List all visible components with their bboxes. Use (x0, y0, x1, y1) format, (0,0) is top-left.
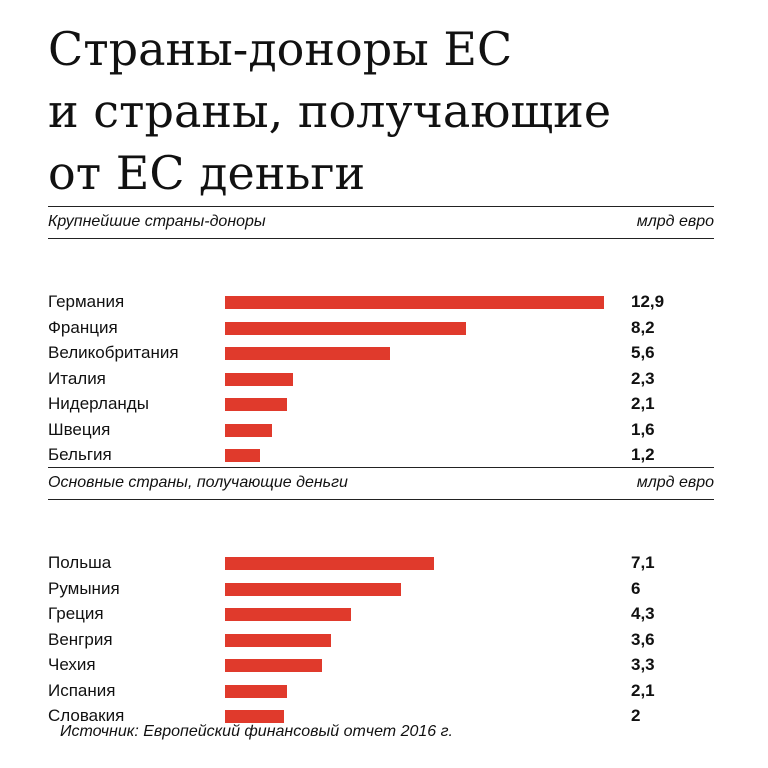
bar (225, 659, 322, 672)
bar (225, 321, 466, 335)
bar (225, 449, 260, 462)
bar (225, 684, 287, 698)
bar-row: Нидерланды 2,1 (48, 392, 714, 417)
category-label: Италия (48, 368, 106, 388)
recipients-header: Основные страны, получающие деньги млрд … (48, 467, 714, 500)
bar (225, 347, 390, 360)
recipients-section: Основные страны, получающие деньги млрд … (48, 467, 714, 725)
bar (225, 296, 604, 309)
bar (225, 633, 331, 647)
value-label: 3,6 (631, 629, 655, 649)
donors-header-label: Крупнейшие страны-доноры (48, 213, 266, 230)
category-label: Нидерланды (48, 394, 149, 413)
bar (225, 372, 293, 386)
bar-row: Италия 2,3 (48, 367, 714, 392)
value-label: 3,3 (631, 655, 655, 674)
bar (225, 398, 287, 411)
donors-unit-label: млрд евро (636, 213, 714, 230)
value-label: 8,2 (631, 317, 655, 337)
value-label: 2,1 (631, 680, 655, 700)
value-label: 2 (631, 706, 641, 725)
category-label: Франция (48, 317, 118, 337)
category-label: Румыния (48, 578, 120, 598)
value-label: 12,9 (631, 292, 665, 311)
donors-header: Крупнейшие страны-доноры млрд евро (48, 206, 714, 239)
category-label: Греция (48, 604, 104, 623)
category-label: Великобритания (48, 343, 179, 362)
bar (225, 608, 351, 621)
bar (225, 710, 284, 723)
value-label: 1,6 (631, 419, 655, 439)
value-label: 2,1 (631, 394, 655, 413)
bar-row: Швеция 1,6 (48, 418, 714, 443)
bar-row: Греция 4,3 (48, 602, 714, 627)
bar-row: Германия 12,9 (48, 290, 714, 315)
bar-row: Испания 2,1 (48, 679, 714, 704)
bar-row: Венгрия 3,6 (48, 628, 714, 653)
bar-row: Польша 7,1 (48, 551, 714, 576)
value-label: 7,1 (631, 553, 655, 572)
category-label: Швеция (48, 419, 111, 439)
source-note: Источник: Европейский финансовый отчет 2… (60, 723, 453, 740)
title-line-1: Страны-доноры ЕС (48, 22, 513, 76)
donors-section: Крупнейшие страны-доноры млрд евро Герма… (48, 206, 714, 464)
recipients-unit-label: млрд евро (636, 474, 714, 491)
bar (225, 582, 401, 596)
bar-row: Бельгия 1,2 (48, 443, 714, 468)
category-label: Венгрия (48, 629, 113, 649)
value-label: 5,6 (631, 343, 655, 362)
value-label: 2,3 (631, 368, 655, 388)
category-label: Бельгия (48, 445, 112, 464)
bar-row: Румыния 6 (48, 577, 714, 602)
category-label: Германия (48, 292, 125, 311)
value-label: 1,2 (631, 445, 655, 464)
bar (225, 557, 434, 570)
bar (225, 423, 272, 437)
category-label: Чехия (48, 655, 96, 674)
category-label: Испания (48, 680, 116, 700)
title-line-3: от ЕС деньги (48, 146, 366, 200)
bar-row: Франция 8,2 (48, 316, 714, 341)
category-label: Словакия (48, 706, 125, 725)
bar-row: Великобритания 5,6 (48, 341, 714, 366)
bar-row: Чехия 3,3 (48, 653, 714, 678)
recipients-header-label: Основные страны, получающие деньги (48, 474, 348, 491)
bar-row: Словакия 2 (48, 704, 714, 729)
title-line-2: и страны, получающие (48, 84, 612, 138)
value-label: 6 (631, 578, 641, 598)
value-label: 4,3 (631, 604, 655, 623)
category-label: Польша (48, 553, 112, 572)
chart-title: Страны-доноры ЕС и страны, получающие от… (48, 18, 728, 204)
